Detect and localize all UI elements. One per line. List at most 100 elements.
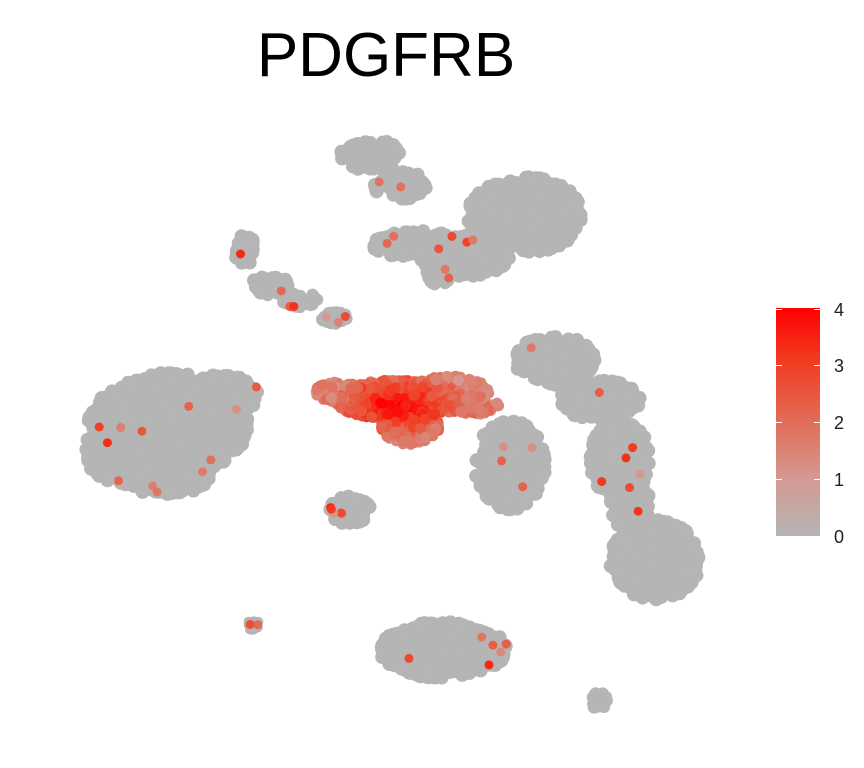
cell-point: [516, 494, 530, 509]
expressing-cell-point: [206, 455, 216, 465]
cell-point: [482, 196, 497, 211]
cell-point: [592, 437, 607, 452]
cell-point: [600, 400, 615, 415]
cell-point: [606, 444, 621, 459]
cell-point: [110, 387, 125, 402]
cell-point: [558, 365, 573, 380]
cell-point: [131, 467, 146, 482]
cell-point: [663, 523, 678, 538]
cell-point: [101, 471, 115, 486]
expressing-cell-point: [276, 286, 286, 296]
cell-point: [358, 137, 373, 152]
cell-point: [485, 420, 500, 435]
expressing-cell-point: [484, 660, 494, 670]
cell-point: [570, 392, 585, 407]
cell-point: [513, 182, 528, 197]
cluster-top: [334, 135, 588, 291]
expressing-cell-point: [518, 482, 528, 492]
cell-point: [410, 633, 425, 648]
cell-point: [621, 543, 636, 558]
expressing-cell-point: [633, 506, 643, 516]
cell-point: [422, 666, 437, 681]
cell-point: [469, 469, 484, 483]
cell-point: [534, 471, 549, 486]
cell-point: [120, 468, 135, 483]
cell-point: [616, 414, 631, 429]
cell-point: [658, 538, 672, 553]
expressing-cell-point: [148, 481, 157, 491]
cell-point: [613, 532, 628, 547]
expressing-cell-point: [326, 504, 336, 514]
cell-point: [494, 198, 509, 213]
cell-point: [176, 481, 191, 496]
expressing-cell-point: [404, 653, 414, 663]
cluster-tiny-bottom-right: [586, 687, 613, 714]
cell-point: [486, 450, 500, 465]
cell-point: [630, 587, 645, 602]
expressing-cell-point: [497, 456, 507, 466]
expressing-cell-point: [253, 620, 263, 630]
expressing-cell-point: [236, 249, 245, 259]
expressing-cell-point: [625, 483, 634, 493]
expressing-cell-point: [333, 317, 343, 327]
cell-point: [619, 391, 634, 406]
cell-point: [347, 493, 362, 508]
expressing-cell-point: [496, 647, 506, 657]
expressing-cell-point: [468, 235, 478, 245]
cell-point: [521, 214, 536, 228]
cell-point: [676, 523, 691, 538]
expressing-cell-point: [597, 477, 607, 487]
cell-point: [477, 254, 492, 269]
cell-point: [180, 389, 194, 404]
cell-point: [499, 490, 514, 505]
cell-point: [438, 646, 452, 661]
cell-point: [252, 272, 267, 287]
cell-point: [217, 453, 232, 468]
cell-point: [538, 235, 553, 250]
cell-point: [606, 388, 621, 403]
cell-point: [544, 193, 559, 208]
cell-point: [463, 199, 478, 214]
cell-point: [643, 556, 658, 571]
expressing-cell-point: [635, 469, 645, 479]
cell-point: [468, 215, 483, 230]
expressing-cell-point: [447, 231, 457, 241]
cell-point: [574, 362, 589, 377]
cell-point: [462, 666, 477, 680]
cell-point: [553, 231, 568, 246]
cell-point: [507, 193, 522, 208]
cell-point: [626, 520, 641, 535]
cell-point: [592, 688, 605, 701]
cell-point: [146, 387, 160, 402]
cell-point: [222, 373, 237, 388]
cell-point: [593, 456, 608, 471]
cell-point: [88, 458, 103, 473]
cell-point: [95, 390, 110, 405]
cell-point: [444, 253, 456, 266]
expressing-cell-point: [322, 312, 332, 322]
cell-point: [356, 507, 371, 522]
expressing-cell-point: [251, 382, 261, 392]
expressing-cell-point: [477, 632, 487, 642]
expressing-cell-point: [137, 426, 147, 436]
cell-point: [426, 618, 441, 633]
expressing-cell-point: [289, 302, 299, 311]
expressing-cell-point: [526, 343, 536, 353]
cell-point: [604, 464, 619, 479]
cluster-small-mid: [323, 489, 377, 530]
cell-point: [215, 423, 230, 438]
cell-point: [497, 217, 511, 232]
cell-point: [150, 368, 165, 383]
expressing-cell-point: [340, 312, 350, 321]
cell-point: [501, 250, 516, 265]
cell-point: [452, 657, 467, 672]
cell-point: [527, 189, 542, 203]
cell-point: [511, 433, 526, 448]
cell-point: [473, 643, 487, 658]
cell-point: [507, 458, 522, 473]
expressing-cell-point: [594, 388, 604, 397]
expressing-cell-point: [382, 238, 392, 248]
expressing-cell-point: [245, 619, 255, 629]
cell-point: [227, 441, 242, 456]
cell-point: [426, 277, 438, 289]
